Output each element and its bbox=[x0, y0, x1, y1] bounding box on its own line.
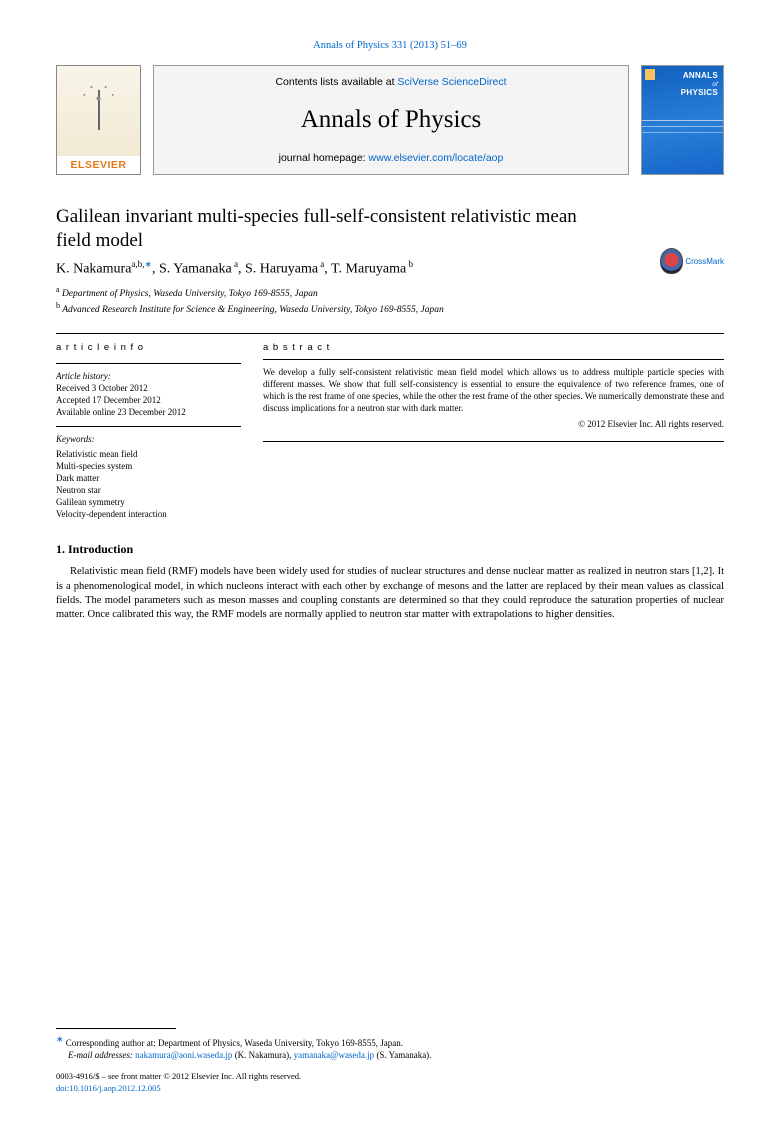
contents-prefix: Contents lists available at bbox=[275, 76, 397, 88]
crossmark-label: CrossMark bbox=[685, 257, 724, 266]
header-citation: Annals of Physics 331 (2013) 51–69 bbox=[56, 40, 724, 51]
keyword-2: Multi-species system bbox=[56, 460, 241, 472]
contents-line: Contents lists available at SciVerse Sci… bbox=[275, 76, 506, 88]
footnotes: ∗ Corresponding author at: Department of… bbox=[56, 1028, 724, 1094]
fn-emails: E-mail addresses: nakamura@aoni.waseda.j… bbox=[56, 1049, 724, 1061]
fn-email-1[interactable]: nakamura@aoni.waseda.jp bbox=[135, 1050, 232, 1060]
cover-elsevier-icon bbox=[645, 69, 655, 80]
section-1-para: Relativistic mean field (RMF) models hav… bbox=[56, 565, 724, 622]
keyword-5: Galilean symmetry bbox=[56, 496, 241, 508]
fn-email-label: E-mail addresses: bbox=[68, 1050, 135, 1060]
author-3[interactable]: S. Haruyama bbox=[245, 261, 318, 276]
fn-email-2-paren: (S. Yamanaka). bbox=[374, 1050, 431, 1060]
fn-corresponding: ∗ Corresponding author at: Department of… bbox=[56, 1033, 724, 1049]
abstract-body: We develop a fully self-consistent relat… bbox=[263, 366, 724, 415]
elsevier-label: ELSEVIER bbox=[57, 156, 140, 174]
article-info: a r t i c l e i n f o Article history: R… bbox=[56, 342, 241, 520]
affiliation-b: b Advanced Research Institute for Scienc… bbox=[56, 301, 724, 317]
fn-email-2[interactable]: yamanaka@waseda.jp bbox=[294, 1050, 375, 1060]
sciencedirect-link[interactable]: SciVerse ScienceDirect bbox=[397, 76, 506, 88]
keyword-4: Neutron star bbox=[56, 484, 241, 496]
crossmark-icon bbox=[660, 248, 683, 274]
paper-title: Galilean invariant multi-species full-se… bbox=[56, 205, 586, 253]
history-online: Available online 23 December 2012 bbox=[56, 406, 241, 418]
keyword-6: Velocity-dependent interaction bbox=[56, 508, 241, 520]
affiliation-a: a Department of Physics, Waseda Universi… bbox=[56, 285, 724, 301]
fn-issn: 0003-4916/$ – see front matter © 2012 El… bbox=[56, 1071, 724, 1082]
history-received: Received 3 October 2012 bbox=[56, 382, 241, 394]
homepage-link[interactable]: www.elsevier.com/locate/aop bbox=[369, 152, 504, 164]
keywords-head: Keywords: bbox=[56, 433, 241, 445]
article-info-head: a r t i c l e i n f o bbox=[56, 342, 241, 355]
fn-corr-symbol: ∗ bbox=[56, 1034, 64, 1044]
cover-title-l3: PHYSICS bbox=[681, 88, 718, 97]
abstract-copyright: © 2012 Elsevier Inc. All rights reserved… bbox=[263, 418, 724, 430]
aff-b-text: Advanced Research Institute for Science … bbox=[60, 305, 444, 315]
journal-cover-image[interactable]: ANNALS of PHYSICS bbox=[641, 65, 724, 175]
history-accepted: Accepted 17 December 2012 bbox=[56, 394, 241, 406]
history: Article history: Received 3 October 2012… bbox=[56, 370, 241, 419]
section-1-head: 1. Introduction bbox=[56, 542, 724, 557]
author-1-corr[interactable]: ∗ bbox=[144, 259, 152, 269]
fn-corr-text: Corresponding author at: Department of P… bbox=[64, 1038, 403, 1048]
author-3-aff: a bbox=[318, 259, 324, 269]
elsevier-logo[interactable]: ELSEVIER bbox=[56, 65, 141, 175]
author-1[interactable]: K. Nakamura bbox=[56, 261, 131, 276]
authors-line: K. Nakamuraa,b,∗, S. Yamanaka a, S. Haru… bbox=[56, 259, 724, 278]
homepage-line: journal homepage: www.elsevier.com/locat… bbox=[279, 152, 504, 164]
author-2-aff: a bbox=[232, 259, 238, 269]
affiliations: a Department of Physics, Waseda Universi… bbox=[56, 285, 724, 317]
cover-title-l1: ANNALS bbox=[683, 71, 718, 80]
keyword-1: Relativistic mean field bbox=[56, 448, 241, 460]
author-1-aff: a,b, bbox=[131, 259, 144, 269]
homepage-prefix: journal homepage: bbox=[279, 152, 369, 164]
author-4[interactable]: T. Maruyama bbox=[331, 261, 406, 276]
keyword-3: Dark matter bbox=[56, 472, 241, 484]
elsevier-tree-icon bbox=[63, 72, 134, 148]
journal-header: ELSEVIER Contents lists available at Sci… bbox=[56, 65, 724, 175]
cover-wave-graphic bbox=[642, 116, 723, 146]
fn-doi[interactable]: doi:10.1016/j.aop.2012.12.005 bbox=[56, 1083, 724, 1094]
info-abstract-row: a r t i c l e i n f o Article history: R… bbox=[56, 333, 724, 520]
journal-title: Annals of Physics bbox=[301, 106, 482, 134]
aff-a-text: Department of Physics, Waseda University… bbox=[60, 289, 318, 299]
cover-title: ANNALS of PHYSICS bbox=[681, 72, 718, 97]
author-2[interactable]: S. Yamanaka bbox=[159, 261, 232, 276]
fn-email-1-paren: (K. Nakamura), bbox=[232, 1050, 293, 1060]
fn-issn-doi: 0003-4916/$ – see front matter © 2012 El… bbox=[56, 1071, 724, 1094]
author-4-aff: b bbox=[406, 259, 413, 269]
history-received-label: Article history: bbox=[56, 370, 241, 382]
abstract-col: a b s t r a c t We develop a fully self-… bbox=[263, 342, 724, 520]
abstract-head: a b s t r a c t bbox=[263, 342, 724, 355]
journal-title-box: Contents lists available at SciVerse Sci… bbox=[153, 65, 629, 175]
crossmark-badge[interactable]: CrossMark bbox=[660, 248, 724, 274]
